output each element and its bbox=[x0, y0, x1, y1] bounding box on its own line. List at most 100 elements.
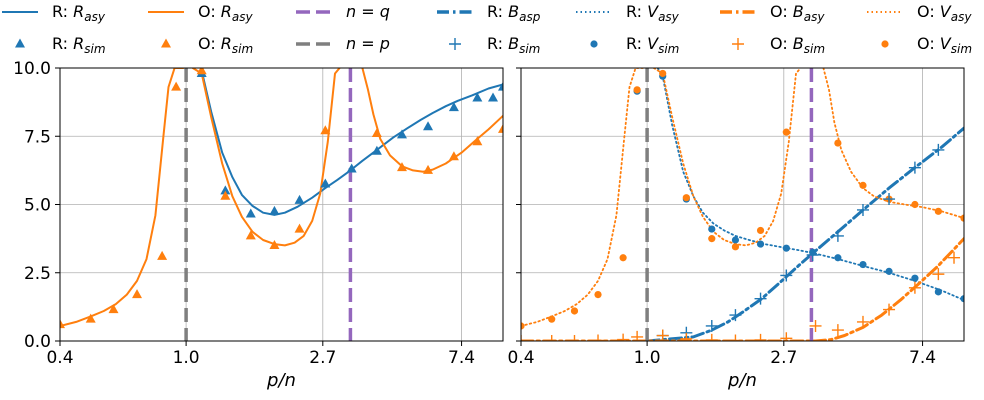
legend-item: O: Vasy bbox=[867, 2, 972, 24]
series-line bbox=[521, 68, 644, 326]
data-point bbox=[246, 230, 256, 239]
legend-item: O: Rasy bbox=[148, 2, 254, 24]
legend-item: R: Rasy bbox=[2, 2, 106, 24]
data-point bbox=[592, 334, 604, 346]
series-line bbox=[647, 128, 964, 341]
data-point bbox=[729, 309, 741, 321]
data-point bbox=[594, 291, 601, 298]
y-tick-label: 0.0 bbox=[24, 332, 51, 352]
data-point bbox=[659, 70, 666, 77]
x-axis-label: p/n bbox=[266, 370, 296, 391]
y-tick-label: 7.5 bbox=[24, 127, 51, 147]
data-point bbox=[935, 208, 942, 215]
legend-label: R: Vsim bbox=[626, 34, 679, 56]
data-point bbox=[859, 261, 866, 268]
data-point bbox=[269, 206, 279, 215]
data-point bbox=[911, 275, 918, 282]
data-point bbox=[708, 235, 715, 242]
x-tick-label: 2.7 bbox=[770, 348, 797, 368]
legend-label: n = p bbox=[346, 34, 390, 53]
data-point bbox=[757, 227, 764, 234]
data-point bbox=[548, 316, 555, 323]
data-point bbox=[708, 225, 715, 232]
legend-item: R: Vasy bbox=[576, 2, 680, 24]
data-point bbox=[197, 65, 207, 74]
legend-item: O: Bsim bbox=[732, 34, 825, 56]
legend-item: R: Vsim bbox=[590, 34, 679, 56]
legend-item: R: Bsim bbox=[449, 34, 540, 56]
data-point bbox=[757, 240, 764, 247]
series-line bbox=[521, 239, 964, 341]
series-line bbox=[823, 68, 964, 218]
x-tick-label: 7.4 bbox=[448, 348, 475, 368]
legend-swatch bbox=[161, 39, 171, 48]
data-point bbox=[683, 194, 690, 201]
legend-swatch bbox=[590, 40, 597, 47]
data-point bbox=[634, 86, 641, 93]
data-point bbox=[732, 243, 739, 250]
legend-swatch bbox=[732, 38, 744, 50]
legend-swatch bbox=[449, 38, 461, 50]
data-point bbox=[832, 230, 844, 242]
legend-item: n = q bbox=[296, 2, 390, 21]
data-point bbox=[571, 307, 578, 314]
data-point bbox=[706, 334, 718, 346]
data-point bbox=[834, 139, 841, 146]
data-point bbox=[488, 93, 498, 102]
grid bbox=[521, 68, 964, 341]
data-point bbox=[780, 332, 792, 344]
data-point bbox=[372, 128, 382, 137]
data-point bbox=[347, 164, 357, 173]
plot-area bbox=[55, 65, 508, 341]
data-point bbox=[729, 334, 741, 346]
data-point bbox=[171, 82, 181, 91]
data-point bbox=[617, 334, 629, 346]
legend-item: O: Basy bbox=[720, 2, 825, 24]
legend-label: R: Rsim bbox=[52, 34, 106, 56]
legend-item: R: Rsim bbox=[15, 34, 106, 56]
legend-label: O: Basy bbox=[770, 2, 825, 24]
legend-label: O: Rasy bbox=[198, 2, 254, 24]
x-axis-label: p/n bbox=[727, 370, 757, 391]
x-tick-label: 2.7 bbox=[309, 348, 336, 368]
legend-item: R: Basp bbox=[437, 2, 541, 24]
legend-item: O: Vsim bbox=[881, 34, 972, 56]
data-point bbox=[832, 324, 844, 336]
series-line bbox=[60, 68, 183, 326]
data-point bbox=[783, 245, 790, 252]
data-point bbox=[885, 268, 892, 275]
legend-label: O: Rsim bbox=[198, 34, 253, 56]
data-point bbox=[157, 251, 167, 260]
legend-item: n = p bbox=[296, 34, 390, 53]
data-point bbox=[783, 129, 790, 136]
y-tick-label: 10.0 bbox=[13, 59, 51, 79]
x-tick-label: 7.4 bbox=[909, 348, 936, 368]
legend-swatch bbox=[15, 39, 25, 48]
data-point bbox=[834, 254, 841, 261]
data-point bbox=[935, 288, 942, 295]
grid bbox=[60, 68, 503, 341]
legend: R: Rasy O: Rasy n = q R: Basp R: Vasy O: Basy… bbox=[2, 2, 972, 56]
data-point bbox=[295, 195, 305, 204]
series-line bbox=[193, 68, 340, 245]
left-panel: 0.4 1.0 2.7 7.40.02.55.07.510.0p/n bbox=[13, 59, 508, 391]
legend-label: R: Bsim bbox=[487, 34, 540, 56]
data-point bbox=[859, 182, 866, 189]
legend-label: O: Bsim bbox=[770, 34, 825, 56]
legend-label: R: Basp bbox=[487, 2, 541, 24]
legend-label: R: Vasy bbox=[626, 2, 680, 24]
data-point bbox=[732, 236, 739, 243]
legend-label: R: Rasy bbox=[52, 2, 106, 24]
plot-area bbox=[515, 68, 968, 347]
legend-label: O: Vsim bbox=[917, 34, 972, 56]
x-tick-label: 1.0 bbox=[173, 348, 200, 368]
series-line bbox=[202, 71, 503, 215]
legend-label: O: Vasy bbox=[917, 2, 972, 24]
data-point bbox=[680, 333, 692, 345]
series-line bbox=[654, 68, 801, 245]
data-point bbox=[423, 121, 433, 130]
legend-label: n = q bbox=[346, 2, 390, 21]
legend-swatch bbox=[881, 40, 888, 47]
data-point bbox=[620, 254, 627, 261]
